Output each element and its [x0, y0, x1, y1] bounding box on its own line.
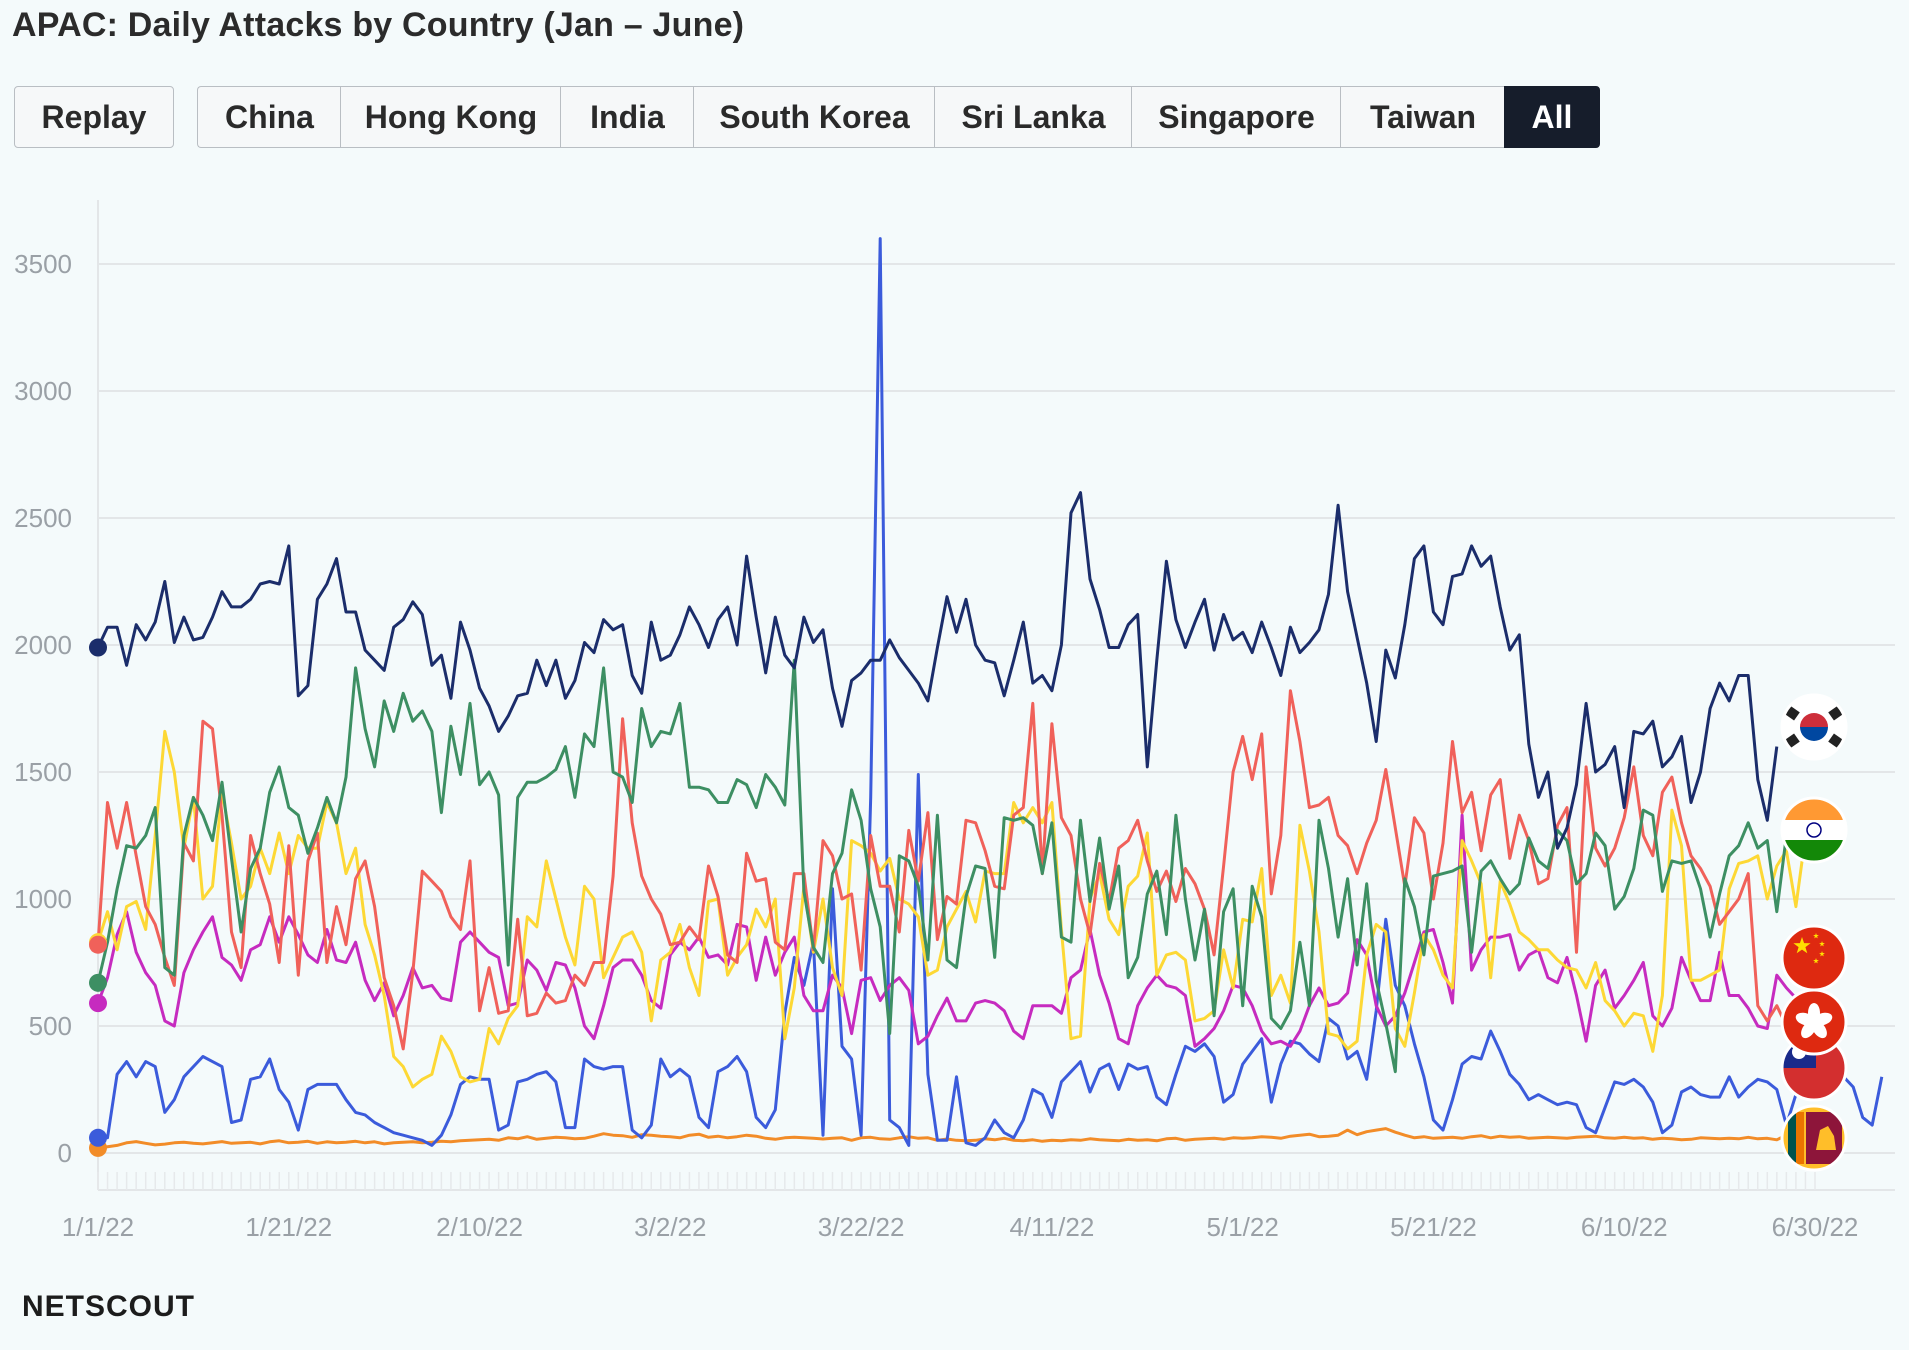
tab-south-korea[interactable]: South Korea [693, 86, 935, 148]
y-tick-label: 1500 [14, 757, 72, 787]
x-tick-label: 2/10/22 [436, 1212, 523, 1242]
china-flag-icon[interactable] [1782, 926, 1846, 990]
tab-hong-kong[interactable]: Hong Kong [340, 86, 561, 148]
x-tick-label: 3/2/22 [634, 1212, 706, 1242]
series-start-dot [89, 935, 107, 954]
y-tick-label: 2500 [14, 503, 72, 533]
y-tick-label: 500 [29, 1011, 72, 1041]
x-tick-label: 3/22/22 [818, 1212, 905, 1242]
tab-sri-lanka[interactable]: Sri Lanka [934, 86, 1132, 148]
series-line-south-korea[interactable] [96, 491, 1779, 850]
x-tick-label: 1/21/22 [245, 1212, 332, 1242]
flag-border [1780, 693, 1848, 761]
tab-all[interactable]: All [1504, 86, 1600, 148]
flag-border [1780, 1104, 1848, 1172]
y-tick-label: 0 [58, 1138, 72, 1168]
sri-lanka-flag-icon[interactable] [1782, 1106, 1846, 1170]
hong-kong-flag-icon[interactable] [1782, 990, 1846, 1054]
series-line-india[interactable] [96, 658, 1788, 1074]
replay-button[interactable]: Replay [14, 86, 174, 148]
tab-india[interactable]: India [560, 86, 694, 148]
series-line-taiwan[interactable] [98, 237, 1884, 1147]
series-line-singapore[interactable] [96, 729, 1807, 1089]
flag-border [1780, 796, 1848, 864]
series-line-hong-kong[interactable] [96, 813, 1836, 1048]
x-tick-label: 5/1/22 [1207, 1212, 1279, 1242]
flag-border [1780, 924, 1848, 992]
y-tick-label: 3000 [14, 376, 72, 406]
x-minor-ticks [97, 1172, 1816, 1190]
y-tick-label: 1000 [14, 884, 72, 914]
x-tick-label: 6/10/22 [1581, 1212, 1668, 1242]
tab-singapore[interactable]: Singapore [1131, 86, 1341, 148]
series-start-dot [89, 638, 107, 657]
y-tick-label: 2000 [14, 630, 72, 660]
tab-china[interactable]: China [197, 86, 341, 148]
x-tick-label: 6/30/22 [1772, 1212, 1859, 1242]
x-tick-label: 4/11/22 [1009, 1212, 1094, 1242]
y-tick-label: 3500 [14, 249, 72, 279]
series-line-china[interactable] [96, 689, 1807, 1051]
x-tick-label: 1/1/22 [62, 1212, 134, 1242]
chart-title: APAC: Daily Attacks by Country (Jan – Ju… [12, 6, 745, 44]
tab-taiwan[interactable]: Taiwan [1340, 86, 1505, 148]
series-start-dot [89, 973, 107, 992]
netscout-logo: NETSCOUT [22, 1290, 195, 1323]
series-start-dot [89, 994, 107, 1013]
series-start-dot [89, 1128, 107, 1147]
x-tick-label: 5/21/22 [1390, 1212, 1477, 1242]
